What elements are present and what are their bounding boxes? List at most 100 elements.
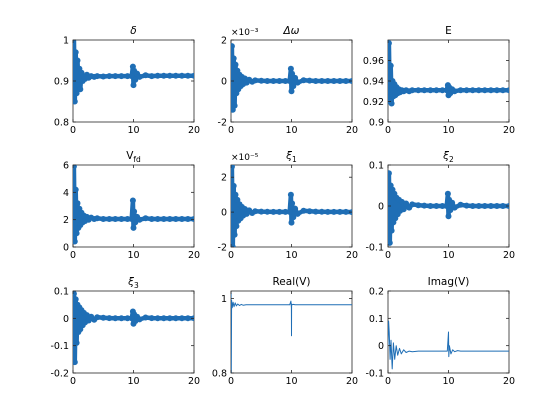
data-point [154, 315, 161, 322]
data-point [292, 205, 299, 212]
data-point [439, 87, 446, 94]
data-point [493, 203, 500, 209]
x-tick-label: 20 [188, 376, 200, 387]
data-point [231, 182, 237, 189]
axis-multiplier: ×10⁻⁵ [231, 153, 259, 163]
data-point [148, 73, 155, 80]
y-tick-label: 0 [221, 208, 227, 219]
y-tick-label: -2 [218, 243, 227, 254]
data-point [252, 208, 259, 215]
x-tick-label: 10 [442, 376, 454, 387]
y-tick-label: 0.1 [369, 314, 384, 325]
data-point [142, 215, 149, 222]
data-point [290, 83, 297, 90]
data-point [444, 190, 451, 197]
x-tick-label: 10 [285, 125, 297, 136]
data-point [231, 55, 237, 62]
data-point [106, 216, 113, 222]
y-tick-label: -2 [218, 118, 227, 129]
y-tick-label: -0.2 [50, 369, 69, 380]
data-point [166, 72, 173, 79]
y-tick-label: 2 [63, 215, 69, 226]
data-point [427, 203, 434, 209]
data-point [252, 77, 259, 84]
x-tick-label: 20 [188, 125, 200, 136]
data-point [475, 203, 482, 209]
data-point [312, 78, 319, 84]
y-tick-label: 0.8 [54, 118, 69, 129]
data-point [112, 315, 119, 322]
y-tick-label: 0.9 [54, 77, 69, 88]
subplot-8: 0 10 20 0.8 1 Real(V) [212, 276, 358, 387]
data-point [106, 315, 113, 322]
data-point [439, 203, 446, 209]
data-point [427, 87, 434, 94]
y-tick-label: 1 [221, 294, 227, 305]
data-point [73, 186, 79, 193]
x-tick-label: 10 [127, 125, 139, 136]
data-point [130, 82, 137, 89]
data-point [289, 70, 296, 77]
data-point [463, 202, 470, 209]
plot-area [231, 43, 352, 113]
data-point [292, 74, 299, 81]
x-tick-label: 10 [285, 250, 297, 261]
data-point [388, 40, 392, 47]
data-point [409, 201, 416, 208]
data-point [94, 314, 101, 321]
data-point [481, 203, 488, 209]
data-point [118, 315, 125, 322]
data-point [166, 216, 173, 222]
x-tick-label: 0 [228, 250, 234, 261]
subplot-2: 0 10 20-202×10⁻³ Δω [218, 25, 359, 136]
data-point [142, 72, 149, 79]
data-point [73, 230, 80, 237]
plot-area [73, 165, 194, 245]
subplot-3: 0 10 20 0.9 0.92 0.94 0.96 E [363, 25, 515, 136]
y-tick-label: 0.96 [363, 56, 384, 67]
x-tick-label: 20 [188, 250, 200, 261]
plot-area [388, 40, 509, 107]
data-point [184, 315, 191, 322]
data-point [94, 73, 101, 80]
y-tick-label: 0.2 [369, 287, 384, 298]
data-point [258, 208, 265, 215]
data-point [388, 170, 392, 177]
x-tick-label: 0 [385, 376, 391, 387]
data-point [336, 78, 343, 84]
data-point [342, 208, 349, 215]
data-point [469, 203, 476, 209]
data-point [324, 208, 331, 215]
series-line [388, 320, 509, 370]
subplot-title: ξ3 [127, 276, 139, 290]
subplot-1: 0 10 20 0.8 0.9 1 δ [54, 25, 200, 136]
x-tick-label: 10 [127, 376, 139, 387]
data-point [73, 359, 78, 366]
x-tick-label: 20 [503, 250, 515, 261]
data-point [154, 216, 161, 222]
data-point [388, 62, 394, 69]
x-tick-label: 0 [385, 125, 391, 136]
data-point [231, 165, 235, 170]
data-point [112, 216, 119, 222]
data-point [270, 78, 277, 84]
x-tick-label: 10 [127, 250, 139, 261]
data-point [288, 88, 295, 95]
data-point [433, 87, 440, 94]
y-tick-label: 0 [378, 202, 384, 213]
y-tick-label: 0.1 [54, 287, 69, 298]
data-point [124, 315, 131, 322]
plot-area [73, 40, 194, 105]
data-point [457, 201, 464, 208]
data-point [74, 57, 81, 64]
data-point [288, 219, 295, 226]
data-point [191, 216, 194, 222]
data-point [106, 73, 113, 80]
data-point [294, 210, 301, 217]
data-point [324, 78, 331, 84]
y-tick-label: 0 [63, 314, 69, 325]
data-point [178, 315, 185, 322]
subplot-title: Vfd [126, 150, 141, 164]
y-tick-label: 0.9 [369, 118, 384, 129]
